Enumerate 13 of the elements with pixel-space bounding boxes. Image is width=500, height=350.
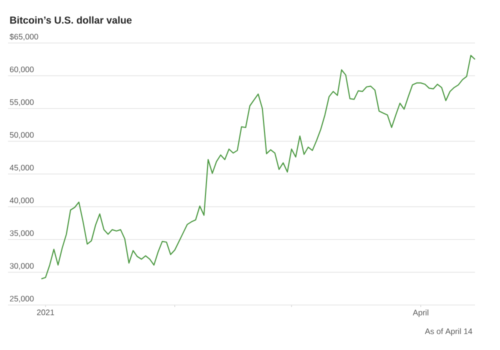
- y-tick-label: 45,000: [10, 164, 34, 172]
- x-tick-label: April: [412, 310, 428, 317]
- text: As of April 14: [424, 328, 472, 336]
- y-tick-label: 50,000: [10, 132, 34, 139]
- x-tick-label: 2021: [37, 310, 54, 316]
- y-tick-label: 30,000: [10, 263, 34, 270]
- chart-title: Bitcoin’s U.S. dollar value: [10, 16, 132, 24]
- y-tick-label: 60,000: [10, 66, 34, 74]
- y-tick-label: 40,000: [10, 198, 34, 204]
- y-tick-label: 25,000: [10, 296, 34, 302]
- y-tick-label: 55,000: [10, 99, 34, 106]
- y-tick-label: 35,000: [10, 230, 34, 237]
- y-tick-label: $65,000: [10, 34, 38, 40]
